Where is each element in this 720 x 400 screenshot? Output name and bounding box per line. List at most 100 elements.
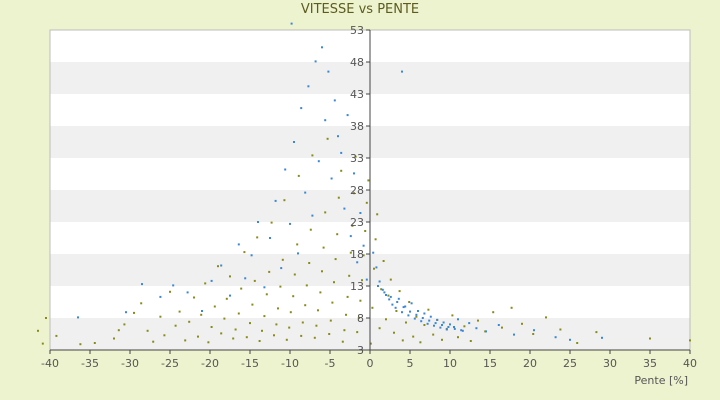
data-point	[492, 311, 495, 314]
data-point	[289, 222, 291, 225]
data-point	[359, 212, 362, 214]
data-point	[336, 233, 339, 236]
data-point	[229, 294, 231, 297]
data-point	[389, 278, 392, 281]
data-point	[292, 295, 295, 298]
data-point	[123, 323, 126, 326]
data-point	[369, 342, 372, 345]
data-point	[55, 334, 58, 337]
data-point	[340, 169, 343, 172]
data-point	[415, 315, 418, 318]
data-point	[244, 277, 247, 280]
data-point	[210, 326, 213, 328]
data-point	[341, 340, 344, 343]
data-point	[442, 321, 445, 324]
data-point	[274, 199, 277, 202]
data-point	[314, 60, 317, 63]
data-point	[321, 46, 323, 49]
data-point	[374, 238, 377, 241]
data-point	[453, 326, 455, 328]
data-point	[281, 258, 284, 261]
data-point	[396, 301, 399, 303]
data-point	[433, 324, 435, 327]
data-point	[373, 267, 375, 270]
data-point	[393, 331, 395, 334]
data-point	[229, 275, 231, 278]
data-point	[408, 301, 411, 303]
data-point	[159, 295, 162, 298]
data-point	[401, 70, 403, 73]
data-point	[308, 262, 311, 264]
data-point	[389, 295, 392, 298]
y-tick-label: 38	[350, 120, 364, 133]
data-point	[545, 316, 547, 319]
data-point	[207, 341, 210, 344]
x-tick-label: 15	[483, 357, 497, 370]
data-point	[309, 228, 312, 231]
x-tick-label: -25	[161, 357, 179, 370]
data-point	[346, 114, 349, 117]
data-point	[359, 299, 362, 302]
data-point	[376, 213, 379, 216]
data-point	[197, 335, 199, 338]
data-point	[401, 311, 403, 314]
y-tick-label: 43	[350, 88, 364, 101]
x-tick-label: -30	[121, 357, 139, 370]
data-point	[441, 324, 443, 326]
data-point	[468, 322, 471, 325]
data-point	[330, 177, 333, 180]
data-point	[410, 302, 413, 305]
data-point	[441, 338, 443, 341]
data-point	[354, 155, 357, 158]
data-point	[364, 230, 367, 232]
data-point	[595, 331, 598, 334]
data-point	[273, 334, 275, 337]
data-point	[237, 243, 240, 246]
data-point	[402, 306, 405, 309]
data-point	[451, 314, 454, 317]
data-point	[163, 334, 166, 337]
data-point	[340, 151, 343, 154]
data-point	[204, 282, 207, 285]
data-point	[265, 293, 268, 296]
data-point	[141, 283, 143, 286]
data-point	[237, 312, 240, 315]
data-point	[449, 323, 451, 326]
data-point	[380, 288, 383, 291]
data-point	[256, 236, 259, 239]
data-point	[423, 312, 426, 315]
data-point	[169, 290, 171, 293]
data-point	[453, 327, 456, 330]
data-point	[188, 320, 191, 323]
data-point	[353, 172, 355, 175]
data-point	[501, 326, 503, 329]
data-point	[93, 342, 96, 344]
data-point	[253, 279, 256, 282]
data-point	[343, 207, 346, 210]
y-tick-label: 18	[350, 248, 364, 261]
data-point	[404, 305, 407, 308]
y-tick-label: 8	[357, 312, 364, 325]
data-point	[279, 285, 282, 288]
data-point	[333, 281, 335, 284]
data-point	[290, 22, 293, 25]
x-tick-label: 30	[603, 357, 617, 370]
data-point	[263, 315, 266, 318]
data-point	[304, 191, 307, 194]
data-point	[324, 119, 327, 122]
data-point	[41, 342, 44, 345]
data-point	[305, 284, 308, 287]
data-point	[385, 294, 387, 296]
data-point	[79, 343, 82, 346]
data-point	[178, 310, 181, 313]
data-point	[289, 311, 292, 314]
data-point	[249, 322, 251, 325]
data-point	[419, 341, 422, 344]
data-point	[300, 334, 303, 337]
data-point	[321, 270, 323, 273]
data-point	[280, 267, 283, 270]
x-axis: -40 -35 -30 -25 -20 -15 -10 -5 0 5 10 15 20 25 30 35 40	[41, 349, 697, 370]
data-point	[345, 313, 347, 316]
x-tick-label: 25	[563, 357, 577, 370]
